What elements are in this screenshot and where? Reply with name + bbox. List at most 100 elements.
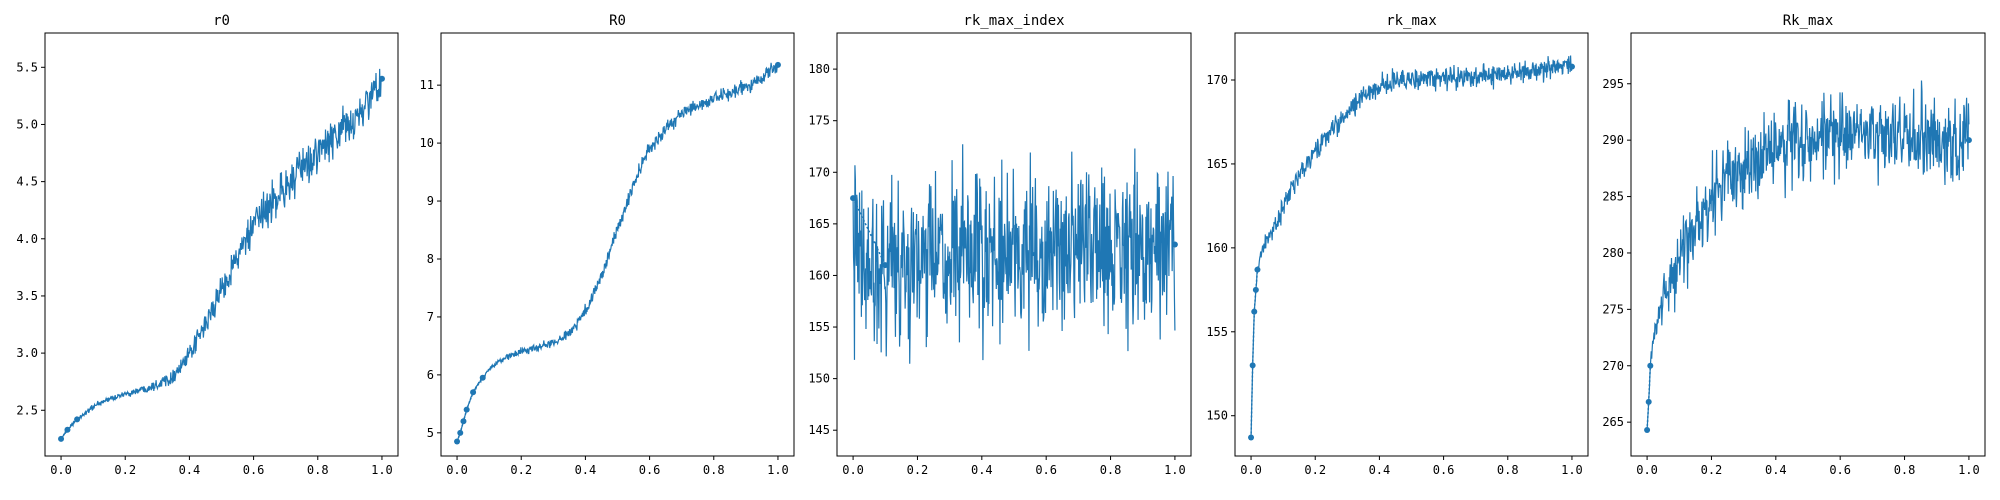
chart-panel-1: r0 0.0 0.2 0.4 0.6 0.8 1.0 2.5 3.0 3.5 4.0 4.5 5.0 5.… <box>16 13 399 477</box>
x-tick-label: 0.6 <box>243 463 265 477</box>
x-tick-label: 0.0 <box>1636 463 1658 477</box>
data-point-marker <box>882 262 889 269</box>
series-line <box>1250 55 1573 438</box>
data-point-marker <box>479 374 486 381</box>
data-point-marker <box>74 416 81 423</box>
x-tick-label: 0.4 <box>1765 463 1787 477</box>
y-tick-label: 170 <box>808 165 830 179</box>
chart-panel-3: rk_max_index 0.0 0.2 0.4 0.6 0.8 1.0 145 150 155 1… <box>808 13 1192 477</box>
data-point-marker <box>1252 286 1259 293</box>
x-tick-label: 0.8 <box>307 463 329 477</box>
y-tick-label: 285 <box>1602 190 1624 204</box>
data-point-marker <box>58 435 65 442</box>
x-tick-label: 1.0 <box>1561 463 1583 477</box>
data-point-marker-end <box>1965 137 1972 144</box>
data-point-marker <box>1248 434 1255 441</box>
x-tick-label: 1.0 <box>371 463 393 477</box>
y-tick-label: 5 <box>427 426 434 440</box>
x-tick-label: 0.4 <box>575 463 597 477</box>
x-tick-label: 1.0 <box>1164 463 1186 477</box>
x-tick-label: 0.6 <box>1433 463 1455 477</box>
y-tick-label: 5.0 <box>16 117 38 131</box>
chart-title: rk_max <box>1386 13 1437 29</box>
chart-title: r0 <box>213 13 230 29</box>
data-point-marker <box>457 429 464 436</box>
axes-frame <box>1630 32 1986 457</box>
data-point-marker-end <box>774 61 781 68</box>
y-tick-label: 6 <box>427 368 434 382</box>
y-tick-label: 180 <box>808 62 830 76</box>
series-line <box>60 68 383 440</box>
x-tick-label: 0.2 <box>510 463 532 477</box>
chart-panel-5: Rk_max 0.0 0.2 0.4 0.6 0.8 1.0 265 270 275 280 285 2… <box>1602 13 1986 477</box>
chart-title: R0 <box>609 13 626 29</box>
x-tick-label: 0.8 <box>1100 463 1122 477</box>
x-tick-label: 1.0 <box>1958 463 1980 477</box>
y-tick-label: 11 <box>420 78 434 92</box>
data-point-marker <box>1647 362 1654 369</box>
y-tick-label: 170 <box>1206 73 1228 87</box>
y-tick-label: 165 <box>1206 157 1228 171</box>
data-point-marker-end <box>1171 241 1178 248</box>
chart-title: Rk_max <box>1783 13 1834 29</box>
y-tick-label: 275 <box>1602 302 1624 316</box>
data-point-marker-end <box>1568 63 1575 70</box>
data-point-marker <box>463 406 470 413</box>
x-tick-label: 0.4 <box>179 463 201 477</box>
y-tick-label: 2.5 <box>16 403 38 417</box>
data-point-marker <box>1251 308 1258 315</box>
data-point-marker <box>1644 427 1651 434</box>
series-start-dotted <box>852 197 886 266</box>
x-tick-label: 1.0 <box>767 463 789 477</box>
y-tick-label: 155 <box>1206 325 1228 339</box>
axes-frame <box>440 32 795 457</box>
y-tick-label: 265 <box>1602 415 1624 429</box>
y-tick-label: 9 <box>427 194 434 208</box>
y-tick-label: 3.5 <box>16 289 38 303</box>
x-tick-label: 0.2 <box>114 463 136 477</box>
y-tick-label: 280 <box>1602 246 1624 260</box>
y-tick-label: 160 <box>808 268 830 282</box>
x-tick-label: 0.2 <box>907 463 929 477</box>
chart-panel-4: rk_max 0.0 0.2 0.4 0.6 0.8 1.0 150 155 160 165 170 <box>1206 13 1589 477</box>
series-line <box>456 62 779 442</box>
x-tick-label: 0.0 <box>446 463 468 477</box>
data-point-marker <box>850 195 857 202</box>
y-tick-label: 155 <box>808 320 830 334</box>
x-tick-label: 0.2 <box>1701 463 1723 477</box>
y-tick-label: 5.5 <box>16 60 38 74</box>
x-tick-label: 0.0 <box>50 463 72 477</box>
y-tick-label: 160 <box>1206 241 1228 255</box>
data-point-marker <box>1645 398 1652 405</box>
data-point-marker <box>1254 266 1261 273</box>
y-tick-label: 150 <box>808 372 830 386</box>
data-point-marker <box>454 438 461 445</box>
y-tick-label: 3.0 <box>16 346 38 360</box>
x-tick-label: 0.4 <box>971 463 993 477</box>
series-line <box>1646 80 1970 431</box>
x-tick-label: 0.8 <box>1497 463 1519 477</box>
y-tick-label: 8 <box>427 252 434 266</box>
y-tick-label: 4.5 <box>16 175 38 189</box>
x-tick-label: 0.8 <box>1894 463 1916 477</box>
data-point-marker-end <box>378 75 385 82</box>
y-tick-label: 150 <box>1206 409 1228 423</box>
y-tick-label: 145 <box>808 423 830 437</box>
data-point-marker <box>1249 362 1256 369</box>
data-point-marker <box>64 426 71 433</box>
chart-panel-2: R0 0.0 0.2 0.4 0.6 0.8 1.0 5 6 7 8 9 10 11 <box>420 13 795 477</box>
series-line <box>852 144 1176 364</box>
x-tick-label: 0.2 <box>1304 463 1326 477</box>
y-tick-label: 270 <box>1602 359 1624 373</box>
x-tick-label: 0.8 <box>703 463 725 477</box>
y-tick-label: 165 <box>808 217 830 231</box>
axes-frame <box>1234 32 1589 457</box>
y-tick-label: 295 <box>1602 77 1624 91</box>
x-tick-label: 0.0 <box>1240 463 1262 477</box>
series-start-dotted <box>1250 269 1259 438</box>
axes-frame <box>44 32 399 457</box>
data-point-marker <box>460 418 467 425</box>
y-tick-label: 290 <box>1602 133 1624 147</box>
x-tick-label: 0.6 <box>1829 463 1851 477</box>
